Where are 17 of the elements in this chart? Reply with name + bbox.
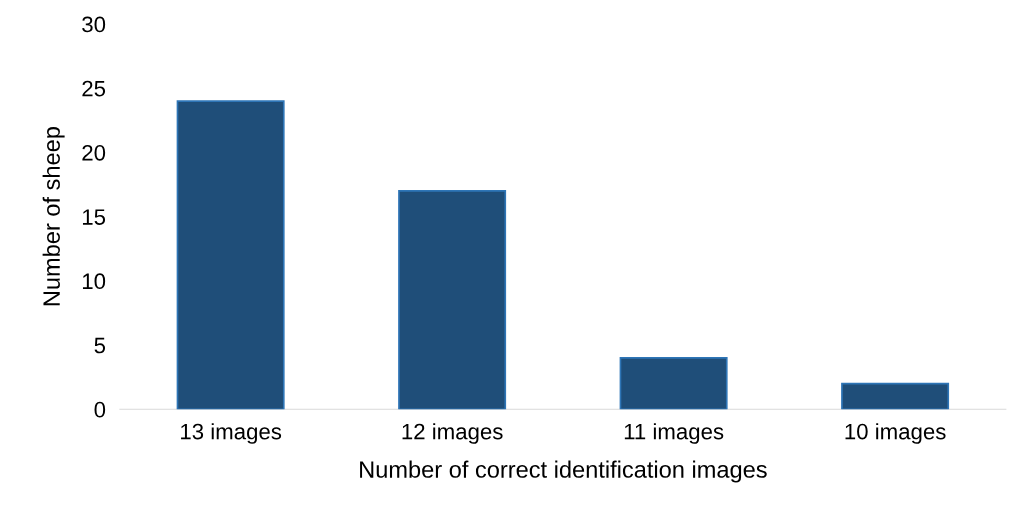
bar [841,382,950,410]
y-tick-label: 30 [82,16,106,33]
y-tick-label: 15 [82,209,106,225]
y-tick-label: 10 [82,273,106,290]
y-tick-label: 0 [94,401,106,418]
y-tick-label: 20 [82,144,106,161]
y-axis-title: Number of sheep [42,127,65,306]
bar [398,190,507,410]
y-tick-label: 5 [94,337,106,354]
x-tick-label: 10 images [845,423,946,444]
x-tick-label: 13 images [181,423,282,444]
bar [619,357,728,410]
x-tick-label: 11 images [624,423,724,444]
x-tick-label: 12 images [402,423,503,444]
x-axis-title: Number of correct identification images [360,460,767,483]
bar [176,100,285,410]
y-tick-label: 25 [82,80,106,97]
